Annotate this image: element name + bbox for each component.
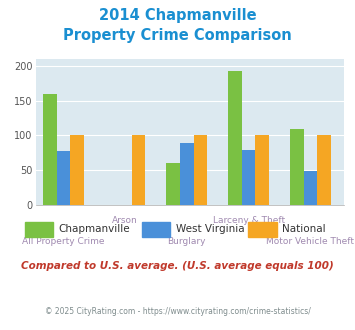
Bar — [242, 150, 255, 205]
Bar — [56, 151, 70, 205]
Text: Compared to U.S. average. (U.S. average equals 100): Compared to U.S. average. (U.S. average … — [21, 261, 334, 271]
Bar — [166, 163, 180, 205]
Bar — [290, 129, 304, 205]
Text: All Property Crime: All Property Crime — [22, 237, 104, 246]
Text: © 2025 CityRating.com - https://www.cityrating.com/crime-statistics/: © 2025 CityRating.com - https://www.city… — [45, 307, 310, 316]
Bar — [193, 135, 207, 205]
Text: Property Crime Comparison: Property Crime Comparison — [63, 28, 292, 43]
Text: Arson: Arson — [112, 216, 138, 225]
Bar — [43, 94, 56, 205]
Bar — [132, 135, 146, 205]
Text: Chapmanville: Chapmanville — [59, 224, 130, 234]
Text: Motor Vehicle Theft: Motor Vehicle Theft — [266, 237, 354, 246]
Bar — [228, 71, 242, 205]
Bar — [304, 171, 317, 205]
Text: National: National — [282, 224, 326, 234]
Text: Larceny & Theft: Larceny & Theft — [213, 216, 285, 225]
Bar — [70, 135, 84, 205]
Text: West Virginia: West Virginia — [176, 224, 244, 234]
Bar — [180, 143, 193, 205]
Bar — [317, 135, 331, 205]
Bar — [255, 135, 269, 205]
Text: 2014 Chapmanville: 2014 Chapmanville — [99, 8, 256, 23]
Text: Burglary: Burglary — [168, 237, 206, 246]
